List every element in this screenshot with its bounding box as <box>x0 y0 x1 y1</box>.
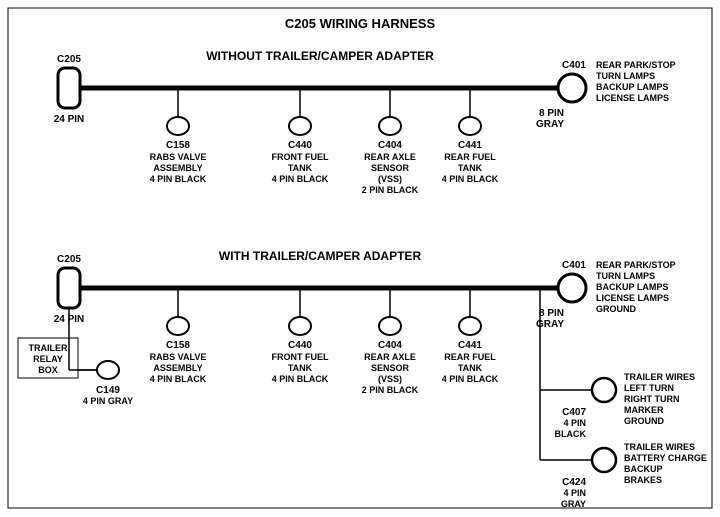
svg-text:TANK: TANK <box>288 163 313 173</box>
svg-text:RELAY: RELAY <box>33 354 63 364</box>
svg-text:TRAILER: TRAILER <box>29 343 68 353</box>
connector-c205 <box>58 68 80 108</box>
svg-text:C407: C407 <box>562 407 586 418</box>
svg-text:BACKUP LAMPS: BACKUP LAMPS <box>596 82 668 92</box>
diagram-title: C205 WIRING HARNESS <box>285 16 436 31</box>
svg-text:C205: C205 <box>57 254 81 265</box>
svg-text:BATTERY CHARGE: BATTERY CHARGE <box>624 453 707 463</box>
svg-text:C441: C441 <box>458 140 482 151</box>
svg-text:ASSEMBLY: ASSEMBLY <box>153 363 202 373</box>
svg-text:SENSOR: SENSOR <box>371 363 410 373</box>
svg-text:C158: C158 <box>166 340 190 351</box>
svg-text:MARKER: MARKER <box>624 405 664 415</box>
svg-text:4 PIN: 4 PIN <box>563 488 586 498</box>
svg-text:TANK: TANK <box>458 163 483 173</box>
svg-text:TURN LAMPS: TURN LAMPS <box>596 271 655 281</box>
svg-text:2 PIN BLACK: 2 PIN BLACK <box>362 385 419 395</box>
svg-text:C441: C441 <box>458 340 482 351</box>
harness-section: WITHOUT TRAILER/CAMPER ADAPTER C205 24 PIN… <box>54 49 676 195</box>
drop-c440: C440FRONT FUELTANK4 PIN BLACK <box>272 288 329 384</box>
svg-text:2 PIN BLACK: 2 PIN BLACK <box>362 185 419 195</box>
svg-text:8 PIN: 8 PIN <box>539 308 564 319</box>
svg-text:4 PIN BLACK: 4 PIN BLACK <box>442 374 499 384</box>
svg-text:C440: C440 <box>288 140 312 151</box>
svg-text:GRAY: GRAY <box>536 119 564 130</box>
svg-text:C205: C205 <box>57 54 81 65</box>
svg-text:BRAKES: BRAKES <box>624 475 662 485</box>
svg-text:FRONT FUEL: FRONT FUEL <box>272 152 329 162</box>
harness-section: WITH TRAILER/CAMPER ADAPTERC20524 PINC40… <box>18 249 707 509</box>
svg-text:TRAILER WIRES: TRAILER WIRES <box>624 442 695 452</box>
svg-text:TURN LAMPS: TURN LAMPS <box>596 71 655 81</box>
svg-text:REAR AXLE: REAR AXLE <box>364 352 416 362</box>
connector-c401 <box>558 274 586 302</box>
svg-text:RIGHT TURN: RIGHT TURN <box>624 394 680 404</box>
svg-text:8 PIN: 8 PIN <box>539 108 564 119</box>
svg-text:4 PIN: 4 PIN <box>563 418 586 428</box>
drop-c441: C441REAR FUELTANK4 PIN BLACK <box>442 288 499 384</box>
svg-text:C401: C401 <box>562 260 586 271</box>
svg-text:TRAILER WIRES: TRAILER WIRES <box>624 372 695 382</box>
drop-c440: C440FRONT FUELTANK4 PIN BLACK <box>272 88 329 184</box>
svg-text:C158: C158 <box>166 140 190 151</box>
drop-c441: C441REAR FUELTANK4 PIN BLACK <box>442 88 499 184</box>
svg-text:TANK: TANK <box>458 363 483 373</box>
svg-text:GROUND: GROUND <box>624 416 664 426</box>
svg-text:LICENSE LAMPS: LICENSE LAMPS <box>596 293 669 303</box>
svg-text:(VSS): (VSS) <box>378 374 402 384</box>
svg-text:4 PIN BLACK: 4 PIN BLACK <box>442 174 499 184</box>
section-subtitle: WITHOUT TRAILER/CAMPER ADAPTER <box>206 49 434 63</box>
svg-text:C440: C440 <box>288 340 312 351</box>
connector-c205 <box>58 268 80 308</box>
svg-text:TANK: TANK <box>288 363 313 373</box>
svg-text:ASSEMBLY: ASSEMBLY <box>153 163 202 173</box>
svg-text:REAR PARK/STOP: REAR PARK/STOP <box>596 260 676 270</box>
svg-text:LEFT TURN: LEFT TURN <box>624 383 674 393</box>
svg-text:SENSOR: SENSOR <box>371 163 410 173</box>
connector-c401 <box>558 74 586 102</box>
svg-text:BOX: BOX <box>38 365 58 375</box>
svg-text:BLACK: BLACK <box>555 429 587 439</box>
section-subtitle: WITH TRAILER/CAMPER ADAPTER <box>219 249 422 263</box>
svg-text:C149: C149 <box>96 385 120 396</box>
svg-text:4 PIN BLACK: 4 PIN BLACK <box>272 374 329 384</box>
svg-text:REAR AXLE: REAR AXLE <box>364 152 416 162</box>
svg-text:FRONT FUEL: FRONT FUEL <box>272 352 329 362</box>
svg-text:24 PIN: 24 PIN <box>54 114 85 125</box>
svg-text:REAR FUEL: REAR FUEL <box>444 352 496 362</box>
svg-text:4 PIN GRAY: 4 PIN GRAY <box>83 396 133 406</box>
connector-c149 <box>97 361 119 379</box>
svg-text:4 PIN BLACK: 4 PIN BLACK <box>150 374 207 384</box>
drop-c404: C404REAR AXLESENSOR(VSS)2 PIN BLACK <box>362 288 419 395</box>
svg-text:RABS VALVE: RABS VALVE <box>150 352 207 362</box>
svg-text:C404: C404 <box>378 340 402 351</box>
svg-text:LICENSE LAMPS: LICENSE LAMPS <box>596 93 669 103</box>
svg-text:GROUND: GROUND <box>596 304 636 314</box>
svg-text:BACKUP: BACKUP <box>624 464 663 474</box>
svg-text:C401: C401 <box>562 60 586 71</box>
svg-text:REAR FUEL: REAR FUEL <box>444 152 496 162</box>
svg-text:C424: C424 <box>562 477 586 488</box>
svg-text:4 PIN BLACK: 4 PIN BLACK <box>272 174 329 184</box>
svg-text:(VSS): (VSS) <box>378 174 402 184</box>
drop-c404: C404REAR AXLESENSOR(VSS)2 PIN BLACK <box>362 88 419 195</box>
svg-text:RABS VALVE: RABS VALVE <box>150 152 207 162</box>
svg-text:4 PIN BLACK: 4 PIN BLACK <box>150 174 207 184</box>
svg-text:C404: C404 <box>378 140 402 151</box>
drop-c158: C158RABS VALVEASSEMBLY4 PIN BLACK <box>150 288 207 384</box>
drop-c158: C158RABS VALVEASSEMBLY4 PIN BLACK <box>150 88 207 184</box>
svg-text:BACKUP LAMPS: BACKUP LAMPS <box>596 282 668 292</box>
svg-text:GRAY: GRAY <box>561 499 586 509</box>
branch-c424: C4244 PINGRAY TRAILER WIRESBATTERY CHARGE… <box>540 442 707 509</box>
svg-text:REAR PARK/STOP: REAR PARK/STOP <box>596 60 676 70</box>
branch-c407: C4074 PINBLACK TRAILER WIRESLEFT TURNRIGH… <box>540 372 695 439</box>
